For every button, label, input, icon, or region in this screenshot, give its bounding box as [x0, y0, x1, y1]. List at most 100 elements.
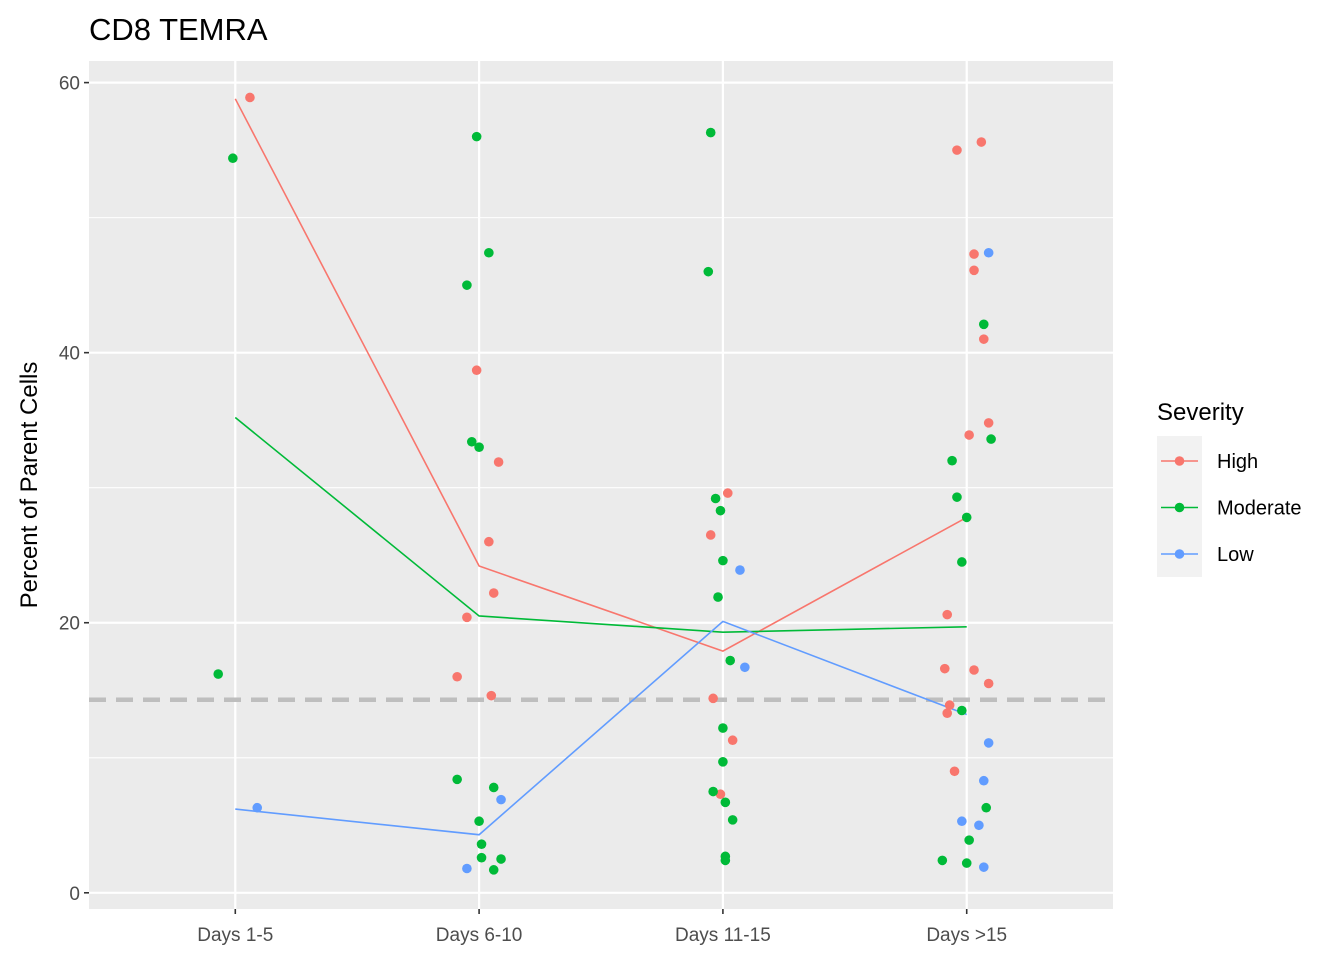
data-point-high: [488, 588, 499, 598]
data-point-high: [942, 609, 953, 620]
legend: Severity High Moderate Low: [1157, 399, 1302, 577]
legend-entries: High Moderate Low: [1161, 451, 1302, 566]
data-point-moderate: [713, 592, 723, 602]
data-point-high: [486, 690, 497, 701]
data-point-moderate: [452, 774, 462, 785]
data-point-moderate: [708, 786, 718, 797]
legend-key-point: [1174, 502, 1185, 513]
data-point-moderate: [718, 555, 728, 566]
data-point-high: [964, 430, 974, 440]
data-point-moderate: [228, 153, 238, 164]
data-point-high: [952, 145, 962, 155]
mean-lines: [234, 98, 968, 836]
x-tick-label: Days 1-5: [197, 925, 273, 946]
y-tick-label: 40: [59, 344, 80, 365]
legend-label: Moderate: [1217, 498, 1302, 520]
data-point-high: [976, 137, 987, 147]
data-point-high: [452, 671, 462, 682]
data-point-high: [715, 789, 726, 800]
data-point-low: [740, 662, 750, 673]
legend-entry-low: Low: [1161, 544, 1254, 566]
data-point-high: [969, 665, 979, 675]
data-point-moderate: [720, 855, 731, 866]
data-point-low: [462, 863, 472, 874]
chart-title: CD8 TEMRA: [89, 12, 268, 47]
data-point-moderate: [476, 839, 487, 849]
x-axis: Days 1-5 Days 6-10 Days 11-15 Days >15: [197, 909, 1007, 946]
data-point-high: [942, 708, 953, 719]
data-point-low: [983, 738, 994, 748]
data-point-low: [978, 775, 989, 786]
data-point-high: [484, 536, 494, 547]
y-axis-title: Percent of Parent Cells: [16, 362, 43, 609]
grid: [89, 61, 1113, 909]
data-point-moderate: [476, 852, 487, 863]
y-tick-label: 0: [69, 884, 80, 905]
data-point-low: [978, 862, 989, 872]
data-point-low: [735, 565, 745, 575]
data-point-moderate: [952, 492, 962, 502]
data-point-low: [252, 802, 263, 813]
data-point-high: [722, 488, 733, 498]
data-point-moderate: [466, 436, 477, 447]
data-point-moderate: [964, 835, 974, 845]
data-point-moderate: [961, 512, 972, 523]
data-point-high: [705, 530, 716, 540]
data-point-high: [462, 612, 472, 623]
legend-key-point: [1174, 549, 1185, 559]
legend-entry-moderate: Moderate: [1161, 498, 1302, 520]
data-point-high: [471, 365, 482, 376]
data-point-moderate: [986, 434, 996, 444]
data-point-moderate: [705, 127, 716, 138]
mean-line-high: [234, 98, 968, 652]
legend-label: High: [1217, 451, 1258, 473]
data-point-high: [944, 700, 955, 710]
data-point-moderate: [471, 131, 482, 142]
legend-title: Severity: [1157, 399, 1244, 426]
data-point-moderate: [720, 797, 731, 808]
mean-line-low: [235, 620, 967, 836]
mean-line-moderate: [234, 416, 967, 633]
data-point-moderate: [947, 455, 957, 466]
data-point-moderate: [718, 723, 728, 733]
data-point-high: [978, 334, 989, 344]
data-point-high: [969, 249, 979, 259]
y-tick-label: 60: [59, 74, 80, 95]
data-point-moderate: [715, 505, 726, 516]
data-point-moderate: [957, 557, 967, 567]
data-point-moderate: [496, 854, 506, 864]
data-point-moderate: [727, 815, 738, 825]
data-point-high: [949, 766, 960, 777]
data-point-moderate: [981, 802, 992, 813]
data-point-moderate: [213, 669, 224, 679]
x-tick-label: Days 6-10: [436, 925, 523, 946]
data-point-moderate: [484, 247, 494, 258]
data-point-low: [496, 794, 506, 805]
y-tick-label: 20: [59, 614, 80, 635]
data-point-moderate: [725, 655, 736, 666]
data-point-high: [245, 92, 255, 103]
data-point-high: [969, 265, 979, 276]
data-point-high: [727, 735, 738, 746]
plot-panel: [89, 61, 1113, 909]
y-axis: 0 20 40 60: [59, 74, 89, 905]
x-tick-label: Days >15: [926, 925, 1007, 946]
data-point-low: [957, 816, 967, 827]
x-tick-label: Days 11-15: [675, 925, 771, 946]
data-point-high: [983, 418, 994, 428]
data-point-high: [939, 663, 950, 674]
data-point-moderate: [488, 865, 499, 875]
legend-entry-high: High: [1161, 451, 1258, 473]
data-points: [213, 92, 996, 875]
data-point-high: [983, 678, 994, 689]
data-point-moderate: [961, 858, 972, 868]
data-point-low: [983, 247, 994, 258]
data-point-moderate: [957, 705, 967, 716]
data-point-low: [974, 820, 984, 831]
data-point-moderate: [462, 280, 472, 290]
data-point-moderate: [474, 816, 484, 827]
data-point-moderate: [718, 757, 728, 767]
legend-label: Low: [1217, 544, 1254, 566]
data-point-moderate: [710, 493, 721, 504]
